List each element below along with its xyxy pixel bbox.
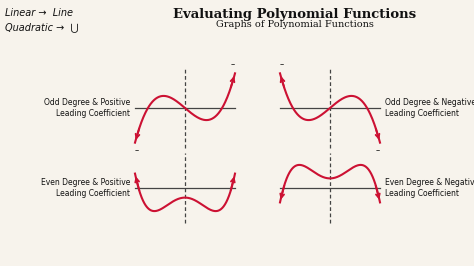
Text: –: –	[376, 147, 380, 156]
Text: Even Degree & Positive
Leading Coefficient: Even Degree & Positive Leading Coefficie…	[41, 178, 130, 198]
Text: Odd Degree & Positive
Leading Coefficient: Odd Degree & Positive Leading Coefficien…	[44, 98, 130, 118]
Text: –: –	[280, 60, 284, 69]
Text: Quadratic →  ⋃: Quadratic → ⋃	[5, 22, 79, 32]
Text: –: –	[135, 147, 139, 156]
Text: –: –	[231, 60, 235, 69]
Text: Evaluating Polynomial Functions: Evaluating Polynomial Functions	[173, 8, 417, 21]
Text: Odd Degree & Negative
Leading Coefficient: Odd Degree & Negative Leading Coefficien…	[385, 98, 474, 118]
Text: Linear →  Line: Linear → Line	[5, 8, 73, 18]
Text: Even Degree & Negative
Leading Coefficient: Even Degree & Negative Leading Coefficie…	[385, 178, 474, 198]
Text: Graphs of Polynomial Functions: Graphs of Polynomial Functions	[216, 20, 374, 29]
